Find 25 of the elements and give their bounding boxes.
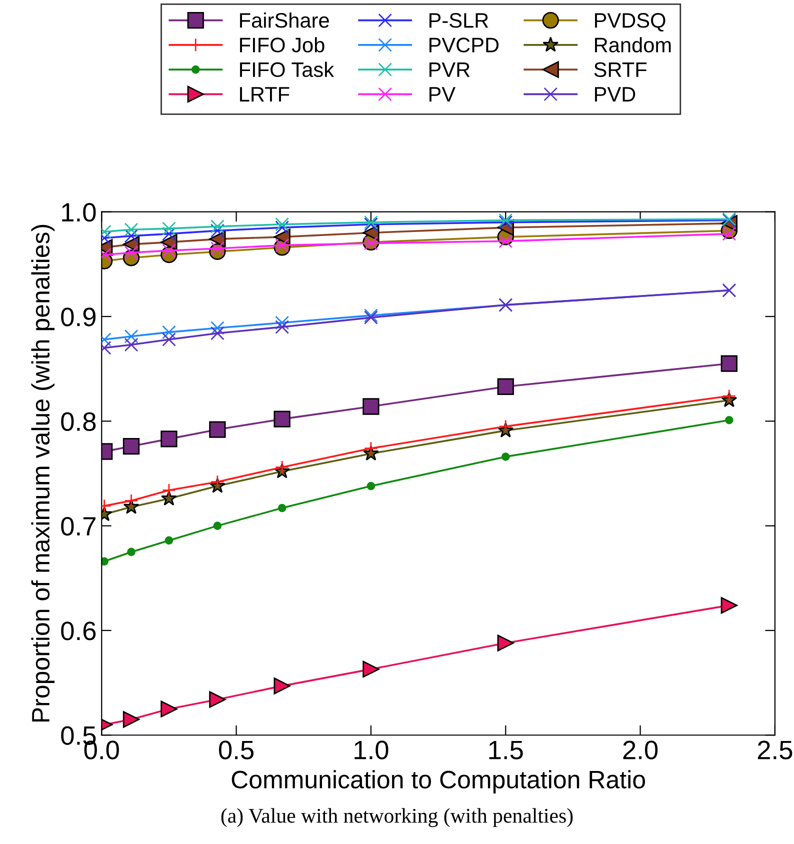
x-tick-label: 1.5 [489,740,523,760]
x-tick-label: 2.5 [758,740,792,760]
y-tick-label: 0.8 [61,412,96,431]
y-tick-label: 0.9 [61,308,96,326]
x-tick-label: 1.0 [354,740,388,760]
legend-label: Random [595,37,671,52]
legend-label: PVCPD [429,38,499,52]
legend-label: P-SLR [429,13,488,28]
legend-label: PVR [429,62,470,77]
text: (a) Value with networking (with penalties) [221,808,573,828]
legend-label: SRTF [594,62,647,78]
legend-label: LRTF [240,87,290,102]
x-tick-label: 0.5 [218,740,254,760]
y-tick-label: 0.7 [61,516,96,536]
x-tick-label: 2.0 [623,740,658,760]
legend-label: PVDSQ [595,13,666,32]
legend-label: FIFO Task [240,62,334,78]
legend-label: FIFO Job [240,37,324,52]
y-axis-title: Proportion of maximum value (with penalties) [31,224,55,722]
y-tick-label: 0.6 [61,622,96,640]
legend-label: PVD [595,87,636,102]
legend-label: FairShare [240,12,329,28]
x-axis-title: Communication to Computation Ratio [232,770,645,794]
legend-label: PV [429,87,456,102]
y-tick-label: 1.0 [62,202,96,222]
